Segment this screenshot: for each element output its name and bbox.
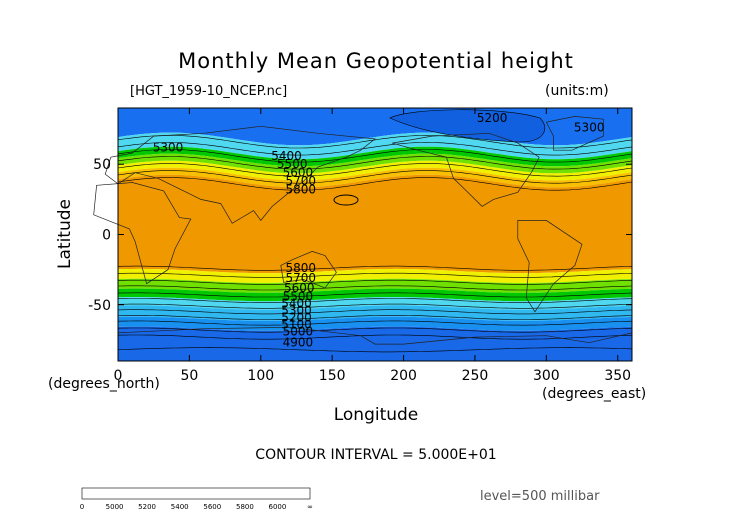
contour-north-0 — [117, 135, 633, 149]
contour-label: 5300 — [281, 303, 312, 317]
x-tick-label: 100 — [247, 368, 274, 384]
colorbar-tick-label: 5800 — [236, 503, 254, 511]
x-tick-label: 250 — [462, 368, 489, 384]
contour-north-3 — [117, 156, 633, 170]
y-tick-label: 0 — [102, 228, 111, 244]
contour-label: 5200 — [477, 111, 508, 125]
contour-south-2 — [117, 279, 633, 285]
contour-label: 5800 — [286, 261, 317, 275]
contour-north-2 — [117, 149, 633, 163]
continent-north-america — [392, 132, 540, 207]
band-south-4 — [118, 297, 632, 310]
contour-labels: 5200530053005400550056005700580058005700… — [153, 111, 605, 350]
contour-label: 5600 — [284, 281, 315, 295]
band-north-2 — [118, 146, 632, 167]
contour-south-7 — [117, 309, 633, 315]
contour-south-4 — [117, 292, 633, 298]
x-tick-label: 300 — [533, 368, 560, 384]
contour-north-5 — [117, 170, 633, 184]
contour-south-9 — [117, 320, 633, 326]
x-unit-label: (degrees_east) — [542, 386, 646, 402]
x-tick-label: 350 — [604, 368, 631, 384]
contour-label: 5300 — [153, 140, 184, 154]
band-north-1 — [118, 132, 632, 160]
arctic-low — [389, 109, 545, 143]
chart-title: Monthly Mean Geopotential height — [178, 49, 574, 73]
contour-north-6 — [117, 177, 633, 191]
colorbar-tick-labels: 0 5000 5200 5400 5600 5800 6000 ∞ — [80, 503, 313, 511]
band-north-3 — [118, 153, 632, 174]
x-tick-label: 50 — [180, 368, 198, 384]
contour-label: 5500 — [283, 289, 314, 303]
colorbar-tick-label: 5200 — [138, 503, 156, 511]
contour-south-10 — [117, 327, 633, 333]
contour-south-6 — [117, 303, 633, 309]
band-north-4 — [118, 160, 632, 181]
contour-label: 5400 — [271, 149, 302, 163]
contour-label: 5800 — [286, 183, 317, 197]
colorbar-tick-label: ∞ — [307, 503, 313, 511]
y-axis-ticks: -50 0 50 — [88, 157, 632, 314]
contour-north-1 — [117, 142, 633, 156]
continent-australia — [280, 251, 337, 289]
contour-south-5 — [117, 298, 633, 303]
high-contour — [333, 194, 359, 206]
continent-south-america — [517, 220, 583, 313]
colorbar-tick-label: 6000 — [268, 503, 286, 511]
colorbar-tick-label: 0 — [80, 503, 84, 511]
contour-label: 5500 — [277, 157, 308, 171]
continent-africa — [93, 182, 192, 285]
colorbar-frame — [81, 487, 311, 500]
y-unit-label: (degrees_north) — [48, 376, 160, 392]
contour-label: 4900 — [283, 336, 314, 350]
contour-label: 5100 — [281, 318, 312, 332]
y-tick-label: -50 — [88, 298, 111, 314]
y-tick-label: 50 — [93, 157, 111, 173]
colorbar-tick-label: 5600 — [203, 503, 221, 511]
contour-south-3 — [117, 285, 633, 291]
colorbar-tick-label: 5000 — [106, 503, 124, 511]
contour-label: 5700 — [286, 271, 317, 285]
contour-north-4 — [117, 163, 633, 177]
band-north-6 — [118, 174, 632, 235]
continent-antarctica — [117, 326, 633, 345]
level-label: level=500 millibar — [480, 489, 600, 504]
continent-outlines — [93, 116, 633, 345]
contour-label: 5700 — [286, 174, 317, 188]
contour-lines — [117, 135, 633, 353]
contour-south-0 — [117, 265, 633, 271]
file-label: [HGT_1959-10_NCEP.nc] — [130, 84, 287, 99]
plot-area: 5200530053005400550056005700580058005700… — [93, 107, 633, 362]
contour-south-11 — [117, 334, 633, 340]
x-tick-label: 150 — [319, 368, 346, 384]
x-axis-ticks: 0 50 100 150 200 250 300 350 — [114, 108, 631, 384]
x-tick-label: 0 — [114, 368, 123, 384]
contour-label: 5600 — [283, 166, 314, 180]
units-label: (units:m) — [545, 83, 609, 99]
x-axis-label: Longitude — [334, 405, 419, 425]
contour-label: 5000 — [283, 325, 314, 339]
contour-south-8 — [117, 315, 633, 320]
contour-label: 5400 — [281, 296, 312, 310]
contour-south-1 — [117, 272, 633, 278]
continent-greenland — [545, 116, 604, 151]
band-south-5 — [118, 305, 632, 321]
colorbar-tick-label: 5400 — [171, 503, 189, 511]
contour-interval-label: CONTOUR INTERVAL = 5.000E+01 — [255, 447, 496, 463]
contour-south-polar — [117, 347, 633, 353]
y-axis-label: Latitude — [55, 199, 75, 269]
continent-europe-asia — [104, 125, 376, 224]
band-south-1 — [118, 268, 632, 283]
x-tick-label: 200 — [390, 368, 417, 384]
colorbar — [81, 487, 311, 500]
band-north-5 — [118, 167, 632, 188]
contour-label: 5200 — [281, 310, 312, 324]
contour-label: 5300 — [574, 121, 605, 135]
band-south-3 — [118, 288, 632, 302]
band-south-0 — [118, 234, 632, 274]
band-south-6 — [118, 316, 632, 331]
